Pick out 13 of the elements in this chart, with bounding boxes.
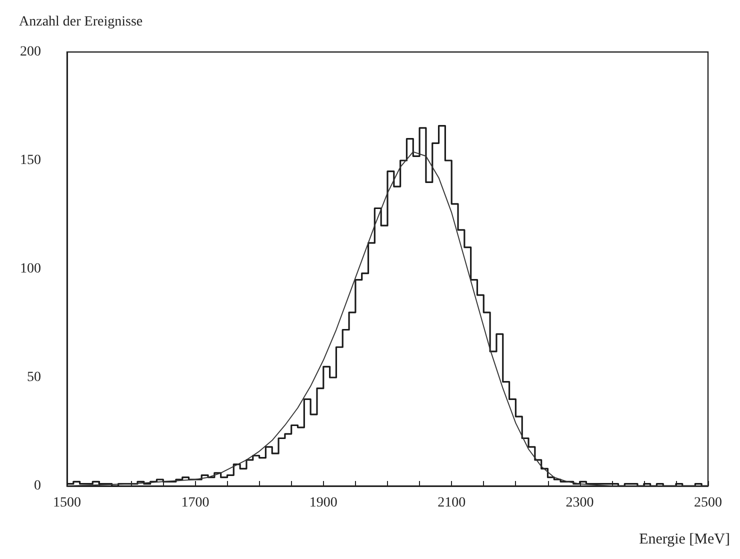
y-axis-title: Anzahl der Ereignisse: [19, 14, 143, 30]
x-tick-label: 2300: [566, 496, 594, 510]
y-tick-label: 100: [20, 262, 41, 276]
y-tick-label: 200: [20, 44, 41, 60]
x-tick-label: 1500: [53, 496, 81, 510]
x-axis-title: Energie [MeV]: [639, 532, 730, 548]
x-tick-label: 1700: [181, 496, 210, 510]
x-tick-label: 2100: [438, 496, 466, 510]
y-tick-label: 150: [20, 153, 41, 168]
y-tick-label: 0: [34, 478, 41, 494]
y-tick-label: 50: [27, 370, 41, 385]
x-tick-label: 2500: [694, 496, 722, 510]
x-tick-label: 1900: [309, 496, 338, 510]
